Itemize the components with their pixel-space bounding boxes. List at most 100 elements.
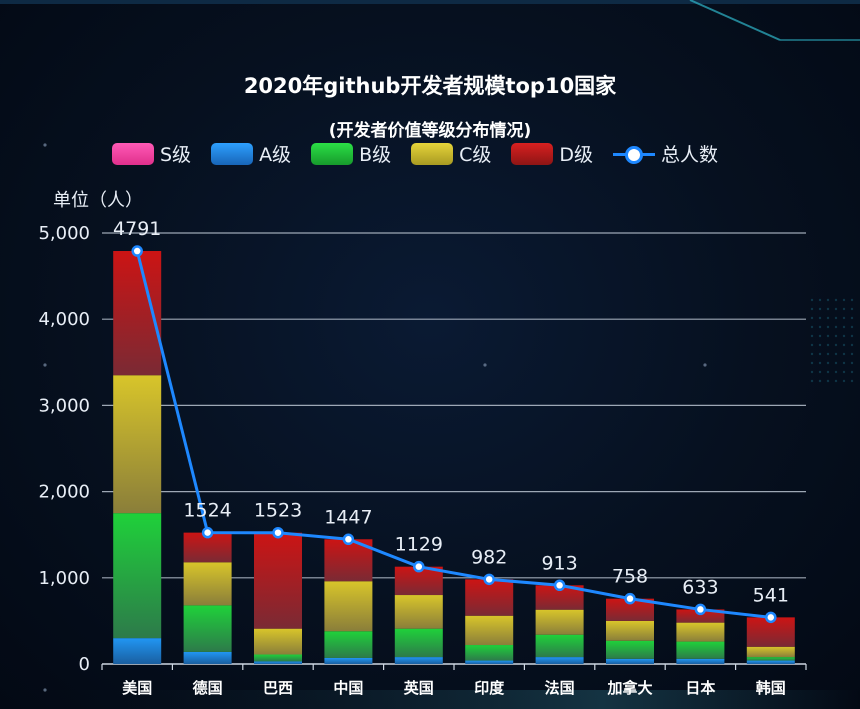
- decor-dot: [826, 352, 830, 356]
- legend-label-total: 总人数: [661, 144, 719, 166]
- total-data-label: 633: [682, 576, 718, 598]
- decor-dot: [826, 370, 830, 374]
- x-tick-label: 德国: [193, 679, 223, 697]
- bar-d-segment: [676, 609, 725, 623]
- decor-dot: [834, 298, 838, 302]
- decor-dot: [850, 316, 854, 320]
- legend-swatch-a: [211, 142, 254, 165]
- bar-b-segment: [535, 634, 584, 658]
- decor-dot: [842, 316, 846, 320]
- x-tick-label: 印度: [474, 679, 505, 697]
- decor-dot: [834, 307, 838, 311]
- decor-dot: [834, 343, 838, 347]
- decor-dot: [834, 370, 838, 374]
- legend-item-d[interactable]: D级: [511, 140, 593, 167]
- total-data-label: 1524: [183, 500, 231, 522]
- total-data-label: 1523: [254, 500, 302, 522]
- y-axis-unit-label: 单位（人）: [53, 190, 143, 211]
- decor-dot: [850, 298, 854, 302]
- decor-dot: [818, 370, 822, 374]
- chart-subtitle: (开发者价值等级分布情况): [328, 121, 532, 141]
- decor-dot: [818, 325, 822, 329]
- legend-label-a: A级: [259, 144, 292, 166]
- legend-label-d: D级: [559, 144, 594, 166]
- decor-dot: [834, 316, 838, 320]
- decor-dot: [703, 363, 707, 367]
- bar-b-segment: [324, 631, 373, 658]
- legend-item-s[interactable]: S级: [112, 140, 191, 167]
- y-tick-label: 5,000: [38, 223, 90, 244]
- decor-dot: [43, 578, 47, 582]
- decor-dot: [818, 361, 822, 365]
- decor-dot: [826, 298, 830, 302]
- y-axis-ticks: 0 1,000 2,000 3,000 4,000 5,000: [38, 223, 90, 675]
- decor-dot: [842, 334, 846, 338]
- decor-dot: [810, 361, 814, 365]
- total-data-label: 982: [471, 546, 507, 568]
- bar-a-segment: [465, 660, 514, 664]
- decor-dot: [850, 307, 854, 311]
- total-data-label: 913: [541, 552, 577, 574]
- decor-dot: [818, 307, 822, 311]
- total-point: [342, 533, 355, 546]
- decor-dot: [818, 334, 822, 338]
- bar-a-segment: [254, 661, 302, 664]
- decor-dot: [43, 363, 47, 367]
- decor-dot: [842, 370, 846, 374]
- decor-dot: [826, 316, 830, 320]
- legend-swatch-d: [511, 142, 554, 165]
- legend-item-a[interactable]: A级: [211, 140, 291, 167]
- chart-title: 2020年github开发者规模top10国家: [243, 74, 617, 98]
- x-tick-label: 加拿大: [606, 679, 652, 697]
- decor-dot: [850, 325, 854, 329]
- decor-dot: [850, 352, 854, 356]
- decor-dot: [483, 363, 487, 367]
- decor-dot: [810, 307, 814, 311]
- legend-item-total[interactable]: 总人数: [613, 140, 718, 167]
- total-data-label: 4791: [113, 218, 161, 240]
- decor-dot: [850, 370, 854, 374]
- total-point: [483, 573, 495, 586]
- total-point: [765, 611, 777, 624]
- bar-c-segment: [394, 595, 443, 629]
- decor-dot: [43, 143, 47, 147]
- decor-dot: [842, 325, 846, 329]
- bar-a-segment: [676, 658, 725, 664]
- total-data-label: 1447: [324, 506, 372, 528]
- decor-dot: [810, 325, 814, 329]
- bar-a-segment: [535, 657, 584, 664]
- decor-dot: [810, 343, 814, 347]
- decor-dot: [850, 334, 854, 338]
- bar-d-segment: [254, 532, 302, 629]
- total-point: [201, 526, 214, 539]
- bar-a-segment: [324, 657, 373, 664]
- legend-swatch-total: [613, 143, 656, 165]
- y-tick-label: 0: [79, 654, 90, 675]
- bar-d-segment: [465, 579, 514, 616]
- bar-d-segment: [606, 598, 654, 621]
- decor-dot: [826, 343, 830, 347]
- decor-dot: [818, 352, 822, 356]
- x-tick-label: 巴西: [263, 679, 293, 697]
- bar-c-segment: [676, 622, 725, 642]
- bar-b-segment: [394, 628, 443, 658]
- bar-a-segment: [746, 660, 795, 664]
- decor-dot: [826, 325, 830, 329]
- legend-swatch-b: [311, 142, 354, 165]
- total-data-label: 1129: [395, 534, 443, 556]
- legend-swatch-c: [411, 142, 454, 165]
- x-tick-label: 法国: [545, 679, 575, 697]
- bar-series: [113, 251, 795, 664]
- legend-item-b[interactable]: B级: [311, 140, 391, 167]
- y-tick-label: 2,000: [38, 482, 90, 503]
- decor-dot: [43, 688, 47, 692]
- bar-c-segment: [746, 646, 795, 658]
- decor-dot: [842, 361, 846, 365]
- decor-dot: [810, 316, 814, 320]
- x-tick-label: 日本: [685, 679, 715, 697]
- legend-swatch-s: [112, 142, 154, 165]
- total-point: [413, 560, 425, 573]
- legend-item-c[interactable]: C级: [411, 140, 491, 167]
- x-tick-label: 美国: [122, 679, 152, 697]
